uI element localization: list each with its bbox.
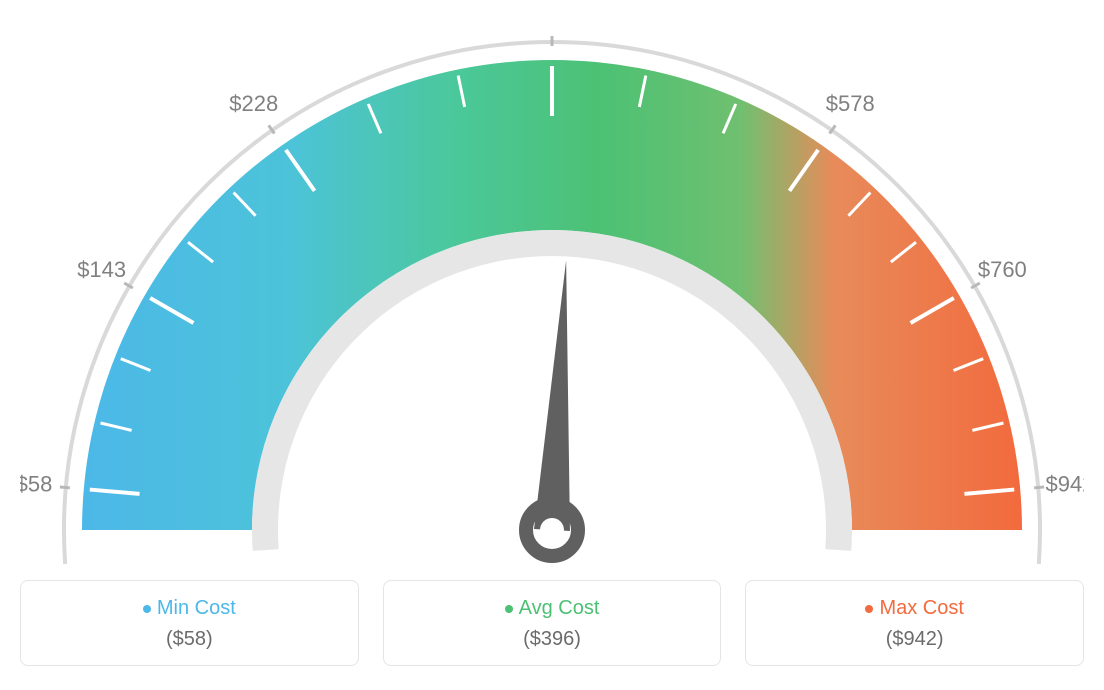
- legend-dot-avg: [505, 605, 513, 613]
- legend-min-label: Min Cost: [157, 597, 236, 619]
- legend-card-avg: Avg Cost ($396): [383, 580, 722, 666]
- legend-card-min: Min Cost ($58): [20, 580, 359, 666]
- legend-max-label: Max Cost: [879, 597, 963, 619]
- legend-min-value: ($58): [21, 628, 358, 651]
- svg-text:$396: $396: [528, 20, 577, 22]
- legend-dot-min: [143, 605, 151, 613]
- svg-text:$58: $58: [20, 472, 52, 497]
- legend-max-value: ($942): [746, 628, 1083, 651]
- legend-row: Min Cost ($58) Avg Cost ($396) Max Cost …: [20, 580, 1084, 666]
- cost-gauge-chart: $58 $143 $228 $396 $578 $760 $942: [20, 20, 1084, 580]
- svg-text:$942: $942: [1046, 472, 1084, 497]
- legend-card-max: Max Cost ($942): [745, 580, 1084, 666]
- svg-text:$578: $578: [826, 91, 875, 116]
- svg-text:$143: $143: [77, 257, 126, 282]
- legend-avg-value: ($396): [384, 628, 721, 651]
- legend-min-title: Min Cost: [21, 597, 358, 620]
- svg-text:$760: $760: [978, 257, 1027, 282]
- svg-text:$228: $228: [229, 91, 278, 116]
- legend-max-title: Max Cost: [746, 597, 1083, 620]
- legend-avg-title: Avg Cost: [384, 597, 721, 620]
- gauge-svg: $58 $143 $228 $396 $578 $760 $942: [20, 20, 1084, 580]
- legend-dot-max: [865, 605, 873, 613]
- legend-avg-label: Avg Cost: [519, 597, 600, 619]
